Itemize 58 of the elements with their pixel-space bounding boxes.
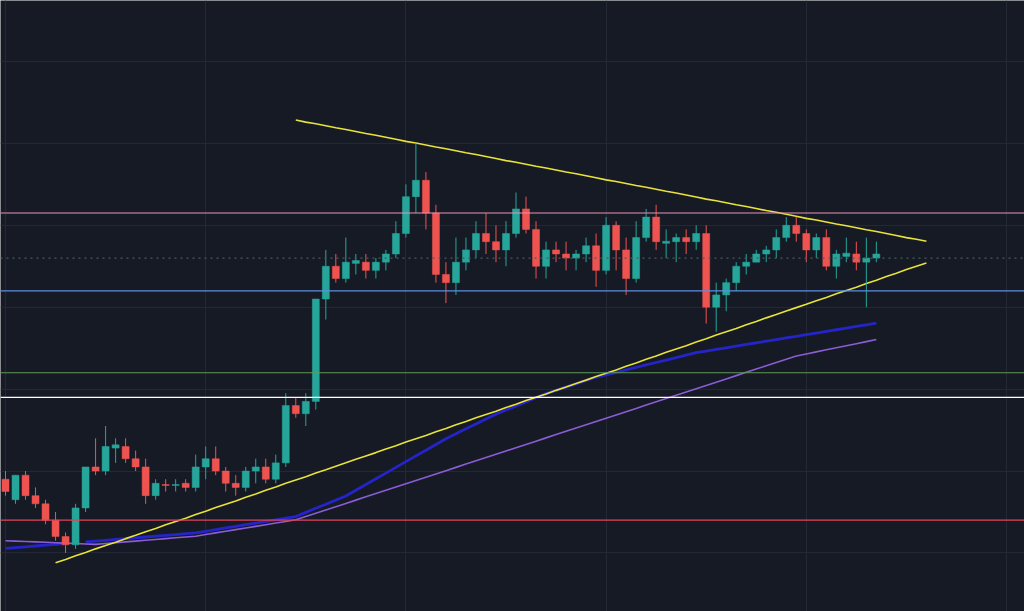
candlestick (492, 224, 500, 263)
candlestick (452, 237, 460, 296)
candlestick (662, 228, 670, 259)
candlestick (302, 392, 310, 427)
candlestick (392, 220, 400, 259)
candlestick (852, 241, 861, 271)
candlestick (482, 212, 490, 255)
candlestick (712, 282, 720, 333)
candlestick (562, 241, 570, 271)
candlestick (191, 454, 200, 493)
candlestick (372, 257, 380, 280)
candlestick (161, 478, 170, 493)
candlestick (362, 253, 370, 280)
candlestick (272, 454, 280, 484)
candlestick (231, 474, 240, 497)
candlestick (442, 261, 450, 304)
candlestick (782, 216, 791, 243)
candlestick (802, 228, 811, 263)
candlestick (582, 237, 590, 263)
candlestick (872, 241, 881, 263)
candlestick (722, 278, 730, 312)
candlestick (732, 261, 740, 292)
candlestick (151, 478, 160, 501)
candlestick (352, 253, 360, 275)
candlestick (832, 249, 841, 280)
candlestick (412, 142, 420, 214)
candlestick (862, 237, 871, 308)
candlestick (552, 241, 560, 263)
candlestick (262, 458, 270, 484)
candlestick (522, 196, 530, 234)
candlestick (642, 208, 650, 243)
candlestick (682, 228, 690, 255)
candlestick (692, 224, 700, 251)
candlestick (292, 396, 300, 419)
candlestick (842, 237, 851, 263)
candlestick (332, 253, 340, 284)
candlestick (462, 237, 470, 271)
candlestick (41, 499, 50, 525)
candlestick (241, 466, 250, 493)
candlestick (91, 437, 100, 476)
candlestick (201, 445, 210, 480)
candlestick (742, 253, 750, 275)
candlestick (812, 233, 821, 259)
candlestick (221, 466, 230, 493)
candlestick (792, 216, 801, 243)
candlestick (131, 450, 140, 472)
candlestick (772, 228, 781, 259)
candlestick (542, 241, 550, 280)
candlestick (1, 470, 10, 497)
candlestick (211, 445, 220, 476)
candlestick (171, 478, 180, 493)
candlestick (472, 220, 480, 259)
candlestick (672, 233, 680, 263)
candlestick (342, 237, 350, 284)
candlestick (121, 437, 130, 464)
candlestick (252, 458, 260, 484)
candlestick (572, 249, 580, 271)
candlestick (502, 220, 510, 267)
